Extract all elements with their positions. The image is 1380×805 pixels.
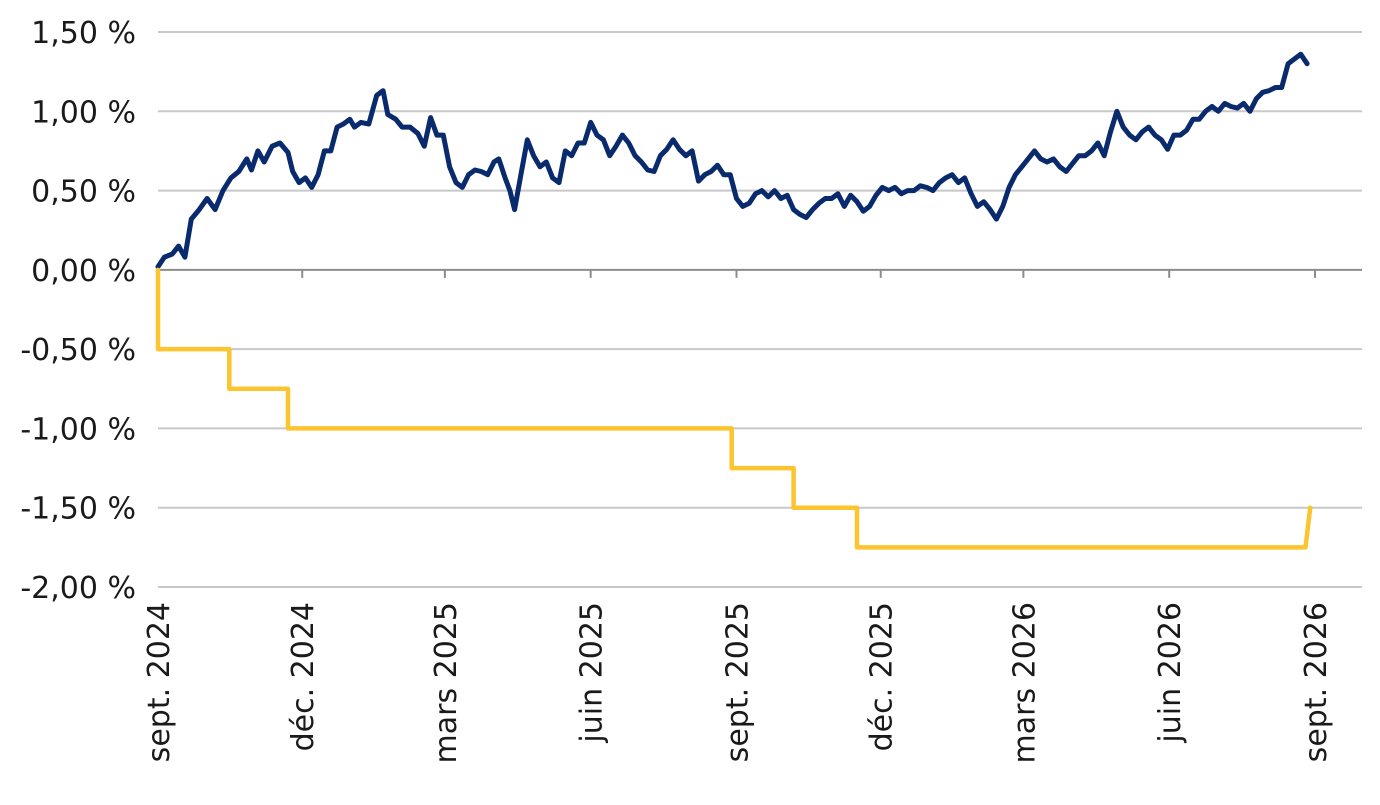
series-line-yellow xyxy=(155,267,1313,550)
y-tick-label: 0,00 % xyxy=(31,254,136,289)
x-tick-label: mars 2025 xyxy=(429,602,464,763)
x-tick-label: juin 2025 xyxy=(575,602,610,744)
y-tick-label: -2,00 % xyxy=(20,571,136,606)
x-axis xyxy=(157,268,1362,278)
y-axis-tick-labels: 1,50 % 1,00 % 0,50 % 0,00 % -0,50 % -1,00 % -1… xyxy=(20,16,136,606)
x-tick-label: mars 2026 xyxy=(1007,602,1042,763)
x-axis-tick-labels: sept. 2024 déc. 2024 mars 2025 juin 2025 sep… xyxy=(142,602,1334,763)
x-tick-label: sept. 2026 xyxy=(1299,602,1334,762)
x-tick-label: déc. 2025 xyxy=(865,602,900,751)
y-tick-label: 1,50 % xyxy=(31,16,136,51)
x-tick-label: déc. 2024 xyxy=(286,602,321,751)
y-tick-label: 0,50 % xyxy=(31,175,136,210)
x-tick-label: juin 2026 xyxy=(1153,602,1188,744)
x-tick-label: sept. 2025 xyxy=(721,602,756,762)
y-tick-label: -1,00 % xyxy=(20,412,136,447)
x-tick-label: sept. 2024 xyxy=(142,602,177,762)
series-line-blue xyxy=(155,51,1310,270)
y-tick-label: -1,50 % xyxy=(20,492,136,527)
y-tick-label: -0,50 % xyxy=(20,333,136,368)
plot-area xyxy=(155,51,1313,550)
y-tick-label: 1,00 % xyxy=(31,95,136,130)
grid-lines xyxy=(158,31,1362,588)
